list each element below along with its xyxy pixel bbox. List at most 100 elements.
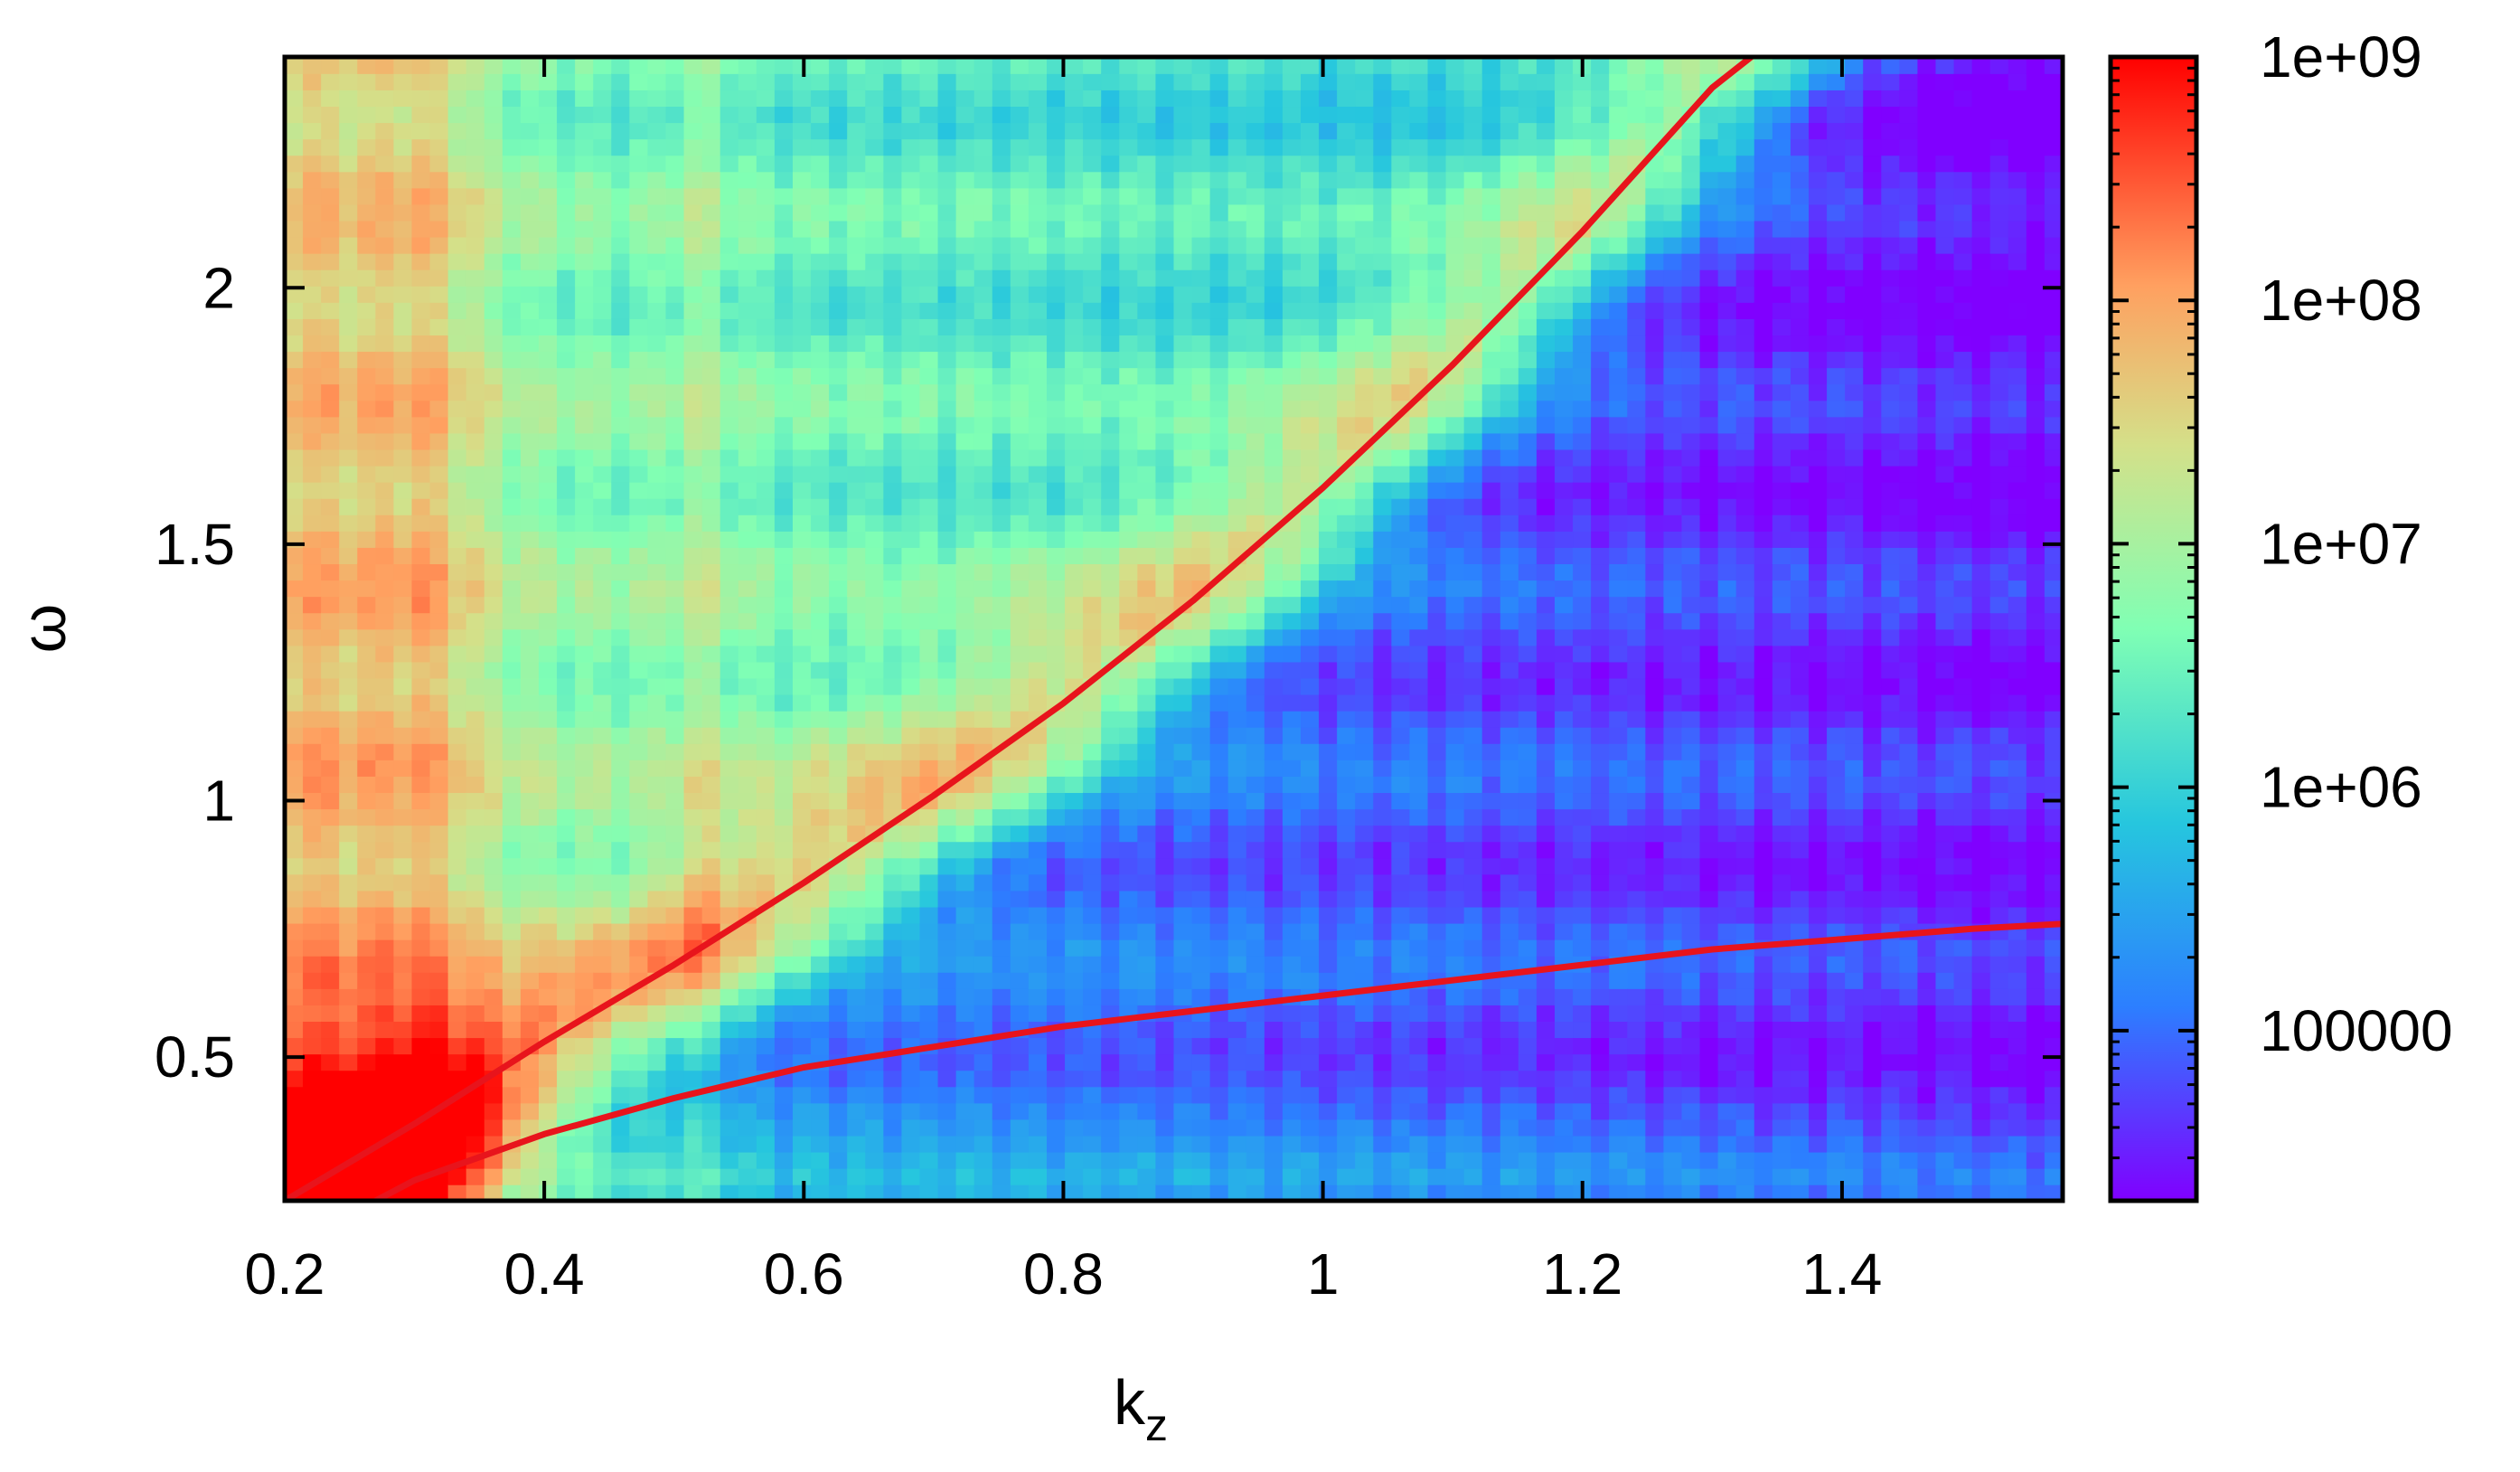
heatmap-cell bbox=[1373, 302, 1393, 319]
heatmap-cell bbox=[1010, 906, 1030, 924]
heatmap-cell bbox=[665, 1037, 685, 1055]
heatmap-cell bbox=[539, 448, 558, 467]
heatmap-cell bbox=[1191, 677, 1211, 695]
heatmap-cell bbox=[1246, 1037, 1265, 1055]
heatmap-cell bbox=[447, 155, 467, 173]
heatmap-cell bbox=[1463, 286, 1483, 303]
heatmap-cell bbox=[303, 628, 322, 646]
heatmap-cell bbox=[1010, 547, 1030, 565]
heatmap-cell bbox=[1481, 1037, 1501, 1055]
heatmap-cell bbox=[1028, 1167, 1048, 1185]
heatmap-cell bbox=[629, 122, 649, 140]
heatmap-cell bbox=[557, 580, 576, 598]
heatmap-cell bbox=[847, 1070, 867, 1088]
heatmap-cell bbox=[1083, 792, 1103, 810]
heatmap-cell bbox=[1518, 514, 1537, 532]
heatmap-cell bbox=[321, 906, 341, 924]
heatmap-cell bbox=[1337, 416, 1357, 434]
heatmap-cell bbox=[1518, 1167, 1537, 1185]
heatmap-cell bbox=[611, 1167, 631, 1185]
heatmap-cell bbox=[393, 694, 413, 712]
heatmap-cell bbox=[411, 1070, 431, 1088]
heatmap-cell bbox=[575, 760, 595, 777]
heatmap-cell bbox=[955, 497, 975, 515]
heatmap-cell bbox=[285, 286, 304, 303]
heatmap-cell bbox=[829, 400, 849, 418]
heatmap-cell bbox=[1137, 383, 1157, 401]
heatmap-cell bbox=[520, 841, 540, 859]
heatmap-cell bbox=[1282, 596, 1302, 614]
heatmap-cell bbox=[411, 318, 431, 336]
heatmap-cell bbox=[1518, 857, 1537, 875]
heatmap-cell bbox=[701, 612, 721, 630]
heatmap-cell bbox=[1301, 873, 1320, 892]
heatmap-cell bbox=[1137, 448, 1157, 467]
heatmap-cell bbox=[447, 351, 467, 369]
heatmap-cell bbox=[1481, 1102, 1501, 1120]
heatmap-cell bbox=[465, 1053, 485, 1071]
heatmap-cell bbox=[1391, 1184, 1411, 1201]
heatmap-cell bbox=[629, 481, 649, 499]
heatmap-cell bbox=[1500, 1005, 1519, 1023]
heatmap-cell bbox=[1373, 857, 1393, 875]
heatmap-cell bbox=[829, 269, 849, 287]
heatmap-cell bbox=[1282, 563, 1302, 581]
heatmap-cell bbox=[1319, 351, 1338, 369]
heatmap-cell bbox=[701, 825, 721, 843]
heatmap-cell bbox=[829, 825, 849, 843]
heatmap-cell bbox=[1445, 661, 1465, 679]
heatmap-cell bbox=[1028, 432, 1048, 450]
heatmap-cell bbox=[1047, 841, 1066, 859]
heatmap-cell bbox=[575, 1053, 595, 1071]
heatmap-cell bbox=[665, 1135, 685, 1153]
heatmap-cell bbox=[1137, 857, 1157, 875]
heatmap-cell bbox=[1301, 1053, 1320, 1071]
heatmap-cell bbox=[847, 318, 867, 336]
heatmap-cell bbox=[955, 90, 975, 108]
heatmap-cell bbox=[973, 547, 993, 565]
heatmap-cell bbox=[393, 318, 413, 336]
heatmap-cell bbox=[865, 57, 885, 74]
heatmap-cell bbox=[629, 873, 649, 892]
heatmap-cell bbox=[393, 857, 413, 875]
heatmap-cell bbox=[520, 596, 540, 614]
heatmap-cell bbox=[1355, 596, 1375, 614]
heatmap-cell bbox=[1355, 857, 1375, 875]
heatmap-cell bbox=[1427, 922, 1447, 940]
heatmap-cell bbox=[1119, 1151, 1139, 1169]
heatmap-cell bbox=[411, 400, 431, 418]
heatmap-cell bbox=[1264, 547, 1284, 565]
heatmap-cell bbox=[1555, 122, 1574, 140]
heatmap-cell bbox=[901, 220, 921, 238]
heatmap-cell bbox=[973, 1151, 993, 1169]
heatmap-cell bbox=[811, 236, 830, 254]
heatmap-cell bbox=[1355, 922, 1375, 940]
heatmap-cell bbox=[883, 1021, 903, 1039]
heatmap-cell bbox=[865, 73, 885, 90]
heatmap-cell bbox=[1481, 465, 1501, 483]
heatmap-cell bbox=[520, 432, 540, 450]
heatmap-cell bbox=[1355, 302, 1375, 319]
heatmap-cell bbox=[901, 335, 921, 353]
heatmap-cell bbox=[647, 252, 667, 270]
heatmap-cell bbox=[575, 939, 595, 957]
heatmap-cell bbox=[647, 1151, 667, 1169]
heatmap-cell bbox=[447, 1118, 467, 1137]
heatmap-cell bbox=[665, 335, 685, 353]
heatmap-cell bbox=[1101, 57, 1121, 74]
heatmap-cell bbox=[465, 155, 485, 173]
heatmap-cell bbox=[629, 252, 649, 270]
heatmap-cell bbox=[539, 972, 558, 989]
heatmap-cell bbox=[1010, 612, 1030, 630]
heatmap-cell bbox=[1282, 187, 1302, 205]
heatmap-cell bbox=[1065, 873, 1084, 892]
heatmap-cell bbox=[1227, 335, 1247, 353]
heatmap-cell bbox=[992, 465, 1011, 483]
heatmap-cell bbox=[321, 335, 341, 353]
heatmap-cell bbox=[1191, 171, 1211, 189]
heatmap-cell bbox=[611, 645, 631, 663]
heatmap-cell bbox=[955, 122, 975, 140]
heatmap-cell bbox=[303, 1118, 322, 1137]
heatmap-cell bbox=[811, 318, 830, 336]
heatmap-cell bbox=[1518, 351, 1537, 369]
